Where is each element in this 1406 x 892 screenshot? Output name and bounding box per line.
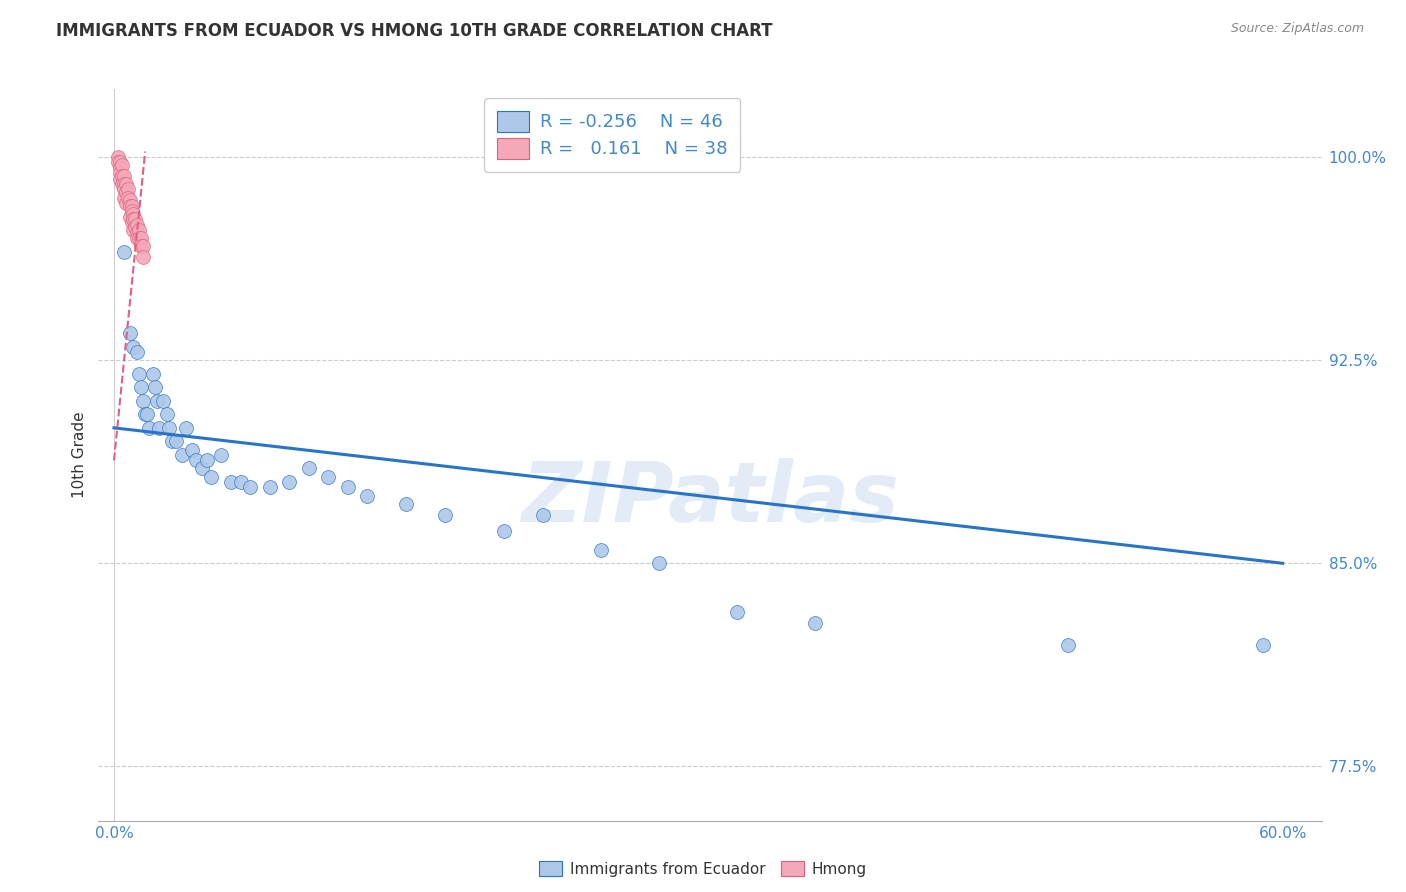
Point (155, 407, 177, 421)
Point (127, 345, 149, 359)
Point (316, 469, 339, 483)
Point (725, 605, 748, 619)
Point (121, 199, 143, 213)
Point (117, 190, 139, 204)
Point (107, 155, 129, 169)
Point (118, 199, 141, 213)
Point (152, 393, 174, 408)
Point (108, 166, 131, 180)
Point (108, 155, 131, 169)
Point (134, 407, 156, 421)
Point (112, 177, 135, 191)
Point (117, 182, 139, 196)
Point (148, 421, 170, 435)
Point (111, 158, 134, 172)
Point (112, 169, 135, 183)
Point (122, 223, 145, 237)
Point (180, 442, 202, 457)
Point (132, 250, 155, 264)
Point (190, 461, 212, 475)
Text: Source: ZipAtlas.com: Source: ZipAtlas.com (1230, 22, 1364, 36)
Legend: R = -0.256    N = 46, R =   0.161    N = 38: R = -0.256 N = 46, R = 0.161 N = 38 (484, 98, 740, 171)
Point (114, 196, 136, 211)
Point (298, 461, 321, 475)
Point (229, 475, 252, 489)
Point (112, 190, 135, 204)
Point (129, 380, 152, 394)
Point (108, 161, 131, 175)
Point (128, 223, 150, 237)
Point (356, 489, 378, 503)
Point (336, 480, 359, 494)
Point (118, 326, 141, 340)
Point (129, 239, 152, 253)
Point (124, 212, 146, 227)
Point (648, 556, 671, 570)
Point (108, 171, 131, 186)
Point (184, 453, 207, 467)
Point (162, 434, 184, 449)
Point (492, 524, 515, 538)
Legend: Immigrants from Ecuador, Hmong: Immigrants from Ecuador, Hmong (531, 853, 875, 884)
Point (434, 508, 457, 522)
Point (142, 367, 165, 381)
Point (121, 215, 143, 229)
Point (531, 508, 554, 522)
Point (1057, 638, 1080, 652)
Point (121, 204, 143, 219)
Point (157, 421, 180, 435)
Point (395, 497, 418, 511)
Point (259, 480, 281, 494)
Point (804, 615, 827, 630)
Point (114, 177, 136, 191)
Point (239, 480, 262, 494)
Point (174, 421, 197, 435)
Point (143, 380, 166, 394)
Point (1251, 638, 1274, 652)
Point (129, 231, 152, 245)
Point (138, 421, 160, 435)
Point (278, 475, 301, 489)
Point (111, 169, 134, 183)
Point (122, 340, 145, 354)
Point (127, 218, 149, 232)
Point (197, 453, 219, 467)
Point (114, 185, 136, 199)
Point (127, 226, 149, 240)
Point (209, 448, 232, 462)
Point (112, 244, 135, 259)
Point (122, 207, 145, 221)
Y-axis label: 10th Grade: 10th Grade (72, 411, 87, 499)
Point (589, 542, 612, 557)
Point (165, 434, 187, 449)
Point (107, 150, 129, 164)
Point (128, 367, 150, 381)
Point (128, 231, 150, 245)
Point (118, 210, 141, 224)
Point (219, 475, 242, 489)
Point (172, 448, 194, 462)
Point (200, 469, 222, 483)
Point (136, 407, 159, 421)
Text: IMMIGRANTS FROM ECUADOR VS HMONG 10TH GRADE CORRELATION CHART: IMMIGRANTS FROM ECUADOR VS HMONG 10TH GR… (56, 22, 773, 40)
Point (132, 239, 155, 253)
Text: ZIPatlas: ZIPatlas (522, 458, 898, 540)
Point (111, 177, 134, 191)
Point (146, 393, 169, 408)
Point (118, 194, 141, 208)
Point (127, 231, 149, 245)
Point (112, 182, 135, 196)
Point (132, 393, 155, 408)
Point (124, 220, 146, 235)
Point (122, 212, 145, 227)
